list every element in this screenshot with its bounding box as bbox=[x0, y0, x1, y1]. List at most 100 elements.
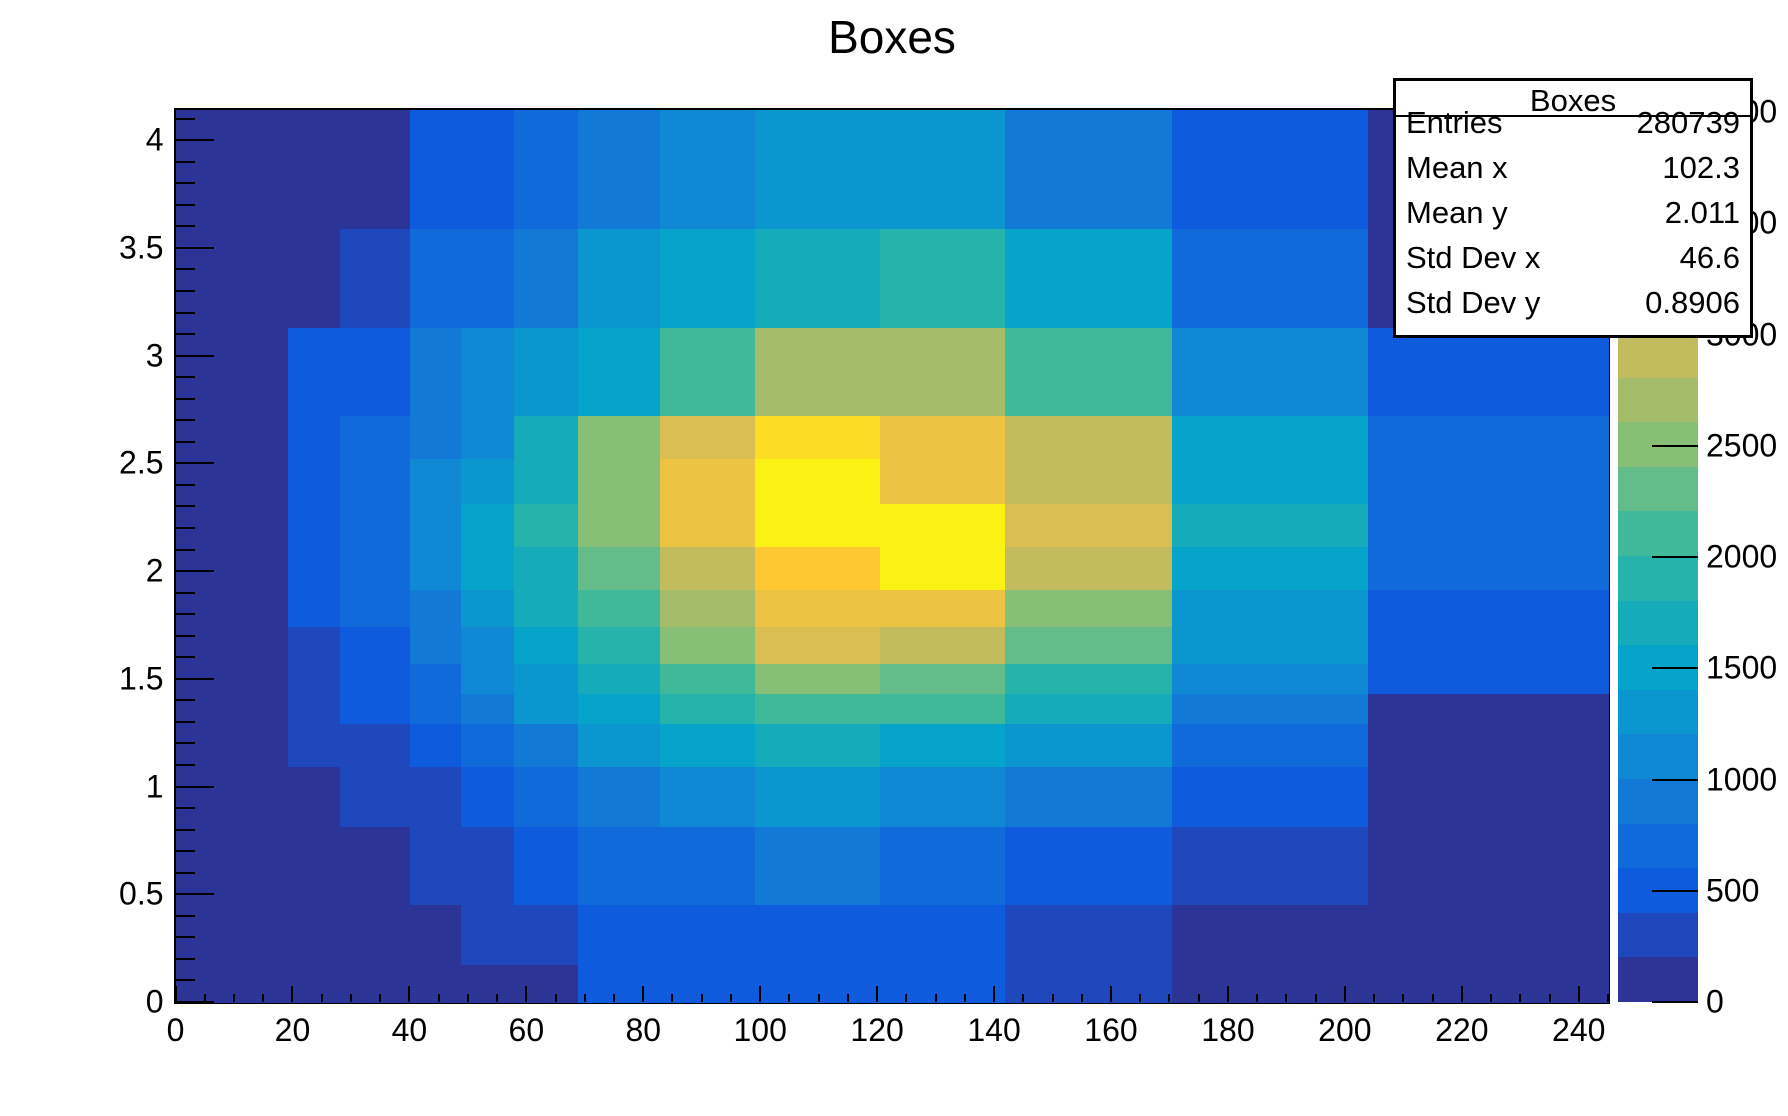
stats-value: 102.3 bbox=[1662, 150, 1740, 185]
heatmap-cell bbox=[1005, 110, 1173, 230]
x-major-tick bbox=[876, 986, 879, 1002]
heatmap-cell bbox=[460, 547, 515, 592]
y-major-tick bbox=[175, 677, 214, 680]
heatmap-cell bbox=[339, 228, 411, 329]
heatmap-cell bbox=[409, 724, 462, 768]
heatmap-cell bbox=[409, 228, 462, 329]
heatmap-cell bbox=[460, 905, 515, 966]
y-minor-tick bbox=[175, 591, 195, 594]
heatmap-cell bbox=[460, 827, 515, 906]
x-tick-label: 180 bbox=[1201, 1012, 1255, 1048]
x-minor-tick bbox=[846, 994, 849, 1002]
heatmap-cell bbox=[287, 590, 341, 628]
heatmap-cell bbox=[754, 110, 881, 230]
heatmap-cell bbox=[754, 693, 881, 725]
heatmap-cell bbox=[339, 627, 411, 665]
heatmap-cell bbox=[577, 504, 661, 548]
heatmap-cell bbox=[287, 693, 341, 725]
heatmap-cell bbox=[660, 627, 756, 665]
heatmap-cell bbox=[175, 110, 289, 230]
heatmap-cell bbox=[754, 459, 881, 505]
heatmap-cell bbox=[460, 965, 515, 1003]
y-tick-label: 0 bbox=[145, 983, 164, 1020]
x-minor-tick bbox=[1168, 994, 1171, 1002]
stats-box-divider bbox=[1396, 115, 1750, 117]
heatmap-cell bbox=[1005, 547, 1173, 592]
y-major-tick bbox=[175, 570, 214, 573]
heatmap-cell bbox=[577, 905, 661, 966]
heatmap-cell bbox=[577, 663, 661, 695]
heatmap-cell bbox=[409, 693, 462, 725]
stats-label: Entries bbox=[1406, 105, 1503, 140]
x-major-tick bbox=[642, 986, 645, 1002]
colorbar-band bbox=[1618, 689, 1698, 735]
heatmap-cell bbox=[1171, 110, 1369, 230]
heatmap-cell bbox=[577, 327, 661, 417]
colorbar-band bbox=[1618, 510, 1698, 556]
x-minor-tick bbox=[1197, 994, 1200, 1002]
heatmap-cell bbox=[514, 547, 579, 592]
y-minor-tick bbox=[175, 225, 195, 228]
stats-value: 46.6 bbox=[1679, 240, 1740, 275]
heatmap-cell bbox=[514, 724, 579, 768]
heatmap-cell bbox=[1171, 724, 1369, 768]
heatmap-cell bbox=[409, 663, 462, 695]
x-minor-tick bbox=[1256, 994, 1259, 1002]
x-minor-tick bbox=[320, 994, 323, 1002]
heatmap-cell bbox=[1005, 504, 1173, 548]
heatmap-cell bbox=[754, 767, 881, 829]
heatmap-cell bbox=[409, 627, 462, 665]
stats-label: Mean x bbox=[1406, 150, 1508, 185]
heatmap-cell bbox=[409, 459, 462, 505]
y-minor-tick bbox=[175, 871, 195, 874]
heatmap-cell bbox=[1171, 504, 1369, 548]
plot-title: Boxes bbox=[828, 11, 956, 63]
x-minor-tick bbox=[1285, 994, 1288, 1002]
y-minor-tick bbox=[175, 505, 195, 508]
heatmap-cell bbox=[287, 965, 341, 1003]
y-minor-tick bbox=[175, 203, 195, 206]
colorbar-band bbox=[1618, 377, 1698, 423]
heatmap-cell bbox=[175, 459, 289, 505]
heatmap-cell bbox=[175, 504, 289, 548]
colorbar-tick-label: 500 bbox=[1706, 872, 1760, 909]
heatmap-cell bbox=[514, 228, 579, 329]
heatmap-cell bbox=[880, 228, 1006, 329]
heatmap-cell bbox=[1005, 415, 1173, 460]
heatmap-cell bbox=[514, 965, 579, 1003]
heatmap-cell bbox=[880, 663, 1006, 695]
heatmap-cell bbox=[409, 965, 462, 1003]
heatmap-cell bbox=[1171, 327, 1369, 417]
colorbar bbox=[1618, 109, 1698, 1002]
x-minor-tick bbox=[203, 994, 206, 1002]
heatmap-cell bbox=[409, 827, 462, 906]
heatmap-cell bbox=[1367, 415, 1609, 460]
x-major-tick bbox=[1110, 986, 1112, 1002]
x-minor-tick bbox=[934, 994, 937, 1002]
colorbar-tick bbox=[1652, 667, 1698, 670]
x-tick-label: 220 bbox=[1435, 1012, 1489, 1048]
heatmap-cell bbox=[460, 590, 515, 628]
heatmap-cell bbox=[175, 627, 289, 665]
heatmap-cell bbox=[175, 693, 289, 725]
heatmap-cell bbox=[175, 415, 289, 460]
heatmap-cell bbox=[287, 663, 341, 695]
y-tick-label: 1 bbox=[145, 768, 164, 805]
heatmap-cell bbox=[339, 327, 411, 417]
x-minor-tick bbox=[1314, 994, 1317, 1002]
y-minor-tick bbox=[175, 699, 195, 702]
y-minor-tick bbox=[175, 289, 195, 292]
y-minor-tick bbox=[175, 656, 195, 659]
heatmap-cell bbox=[660, 693, 756, 725]
heatmap-cell bbox=[409, 504, 462, 548]
y-major-tick bbox=[175, 893, 214, 896]
heatmap-cell bbox=[880, 693, 1006, 725]
heatmap-cell bbox=[460, 228, 515, 329]
heatmap-cell bbox=[1171, 590, 1369, 628]
x-minor-tick bbox=[1080, 994, 1083, 1002]
x-minor-tick bbox=[1431, 994, 1434, 1002]
heatmap-cell bbox=[460, 724, 515, 768]
heatmap-cell bbox=[880, 724, 1006, 768]
stats-value: 2.011 bbox=[1664, 195, 1740, 230]
heatmap-cell bbox=[175, 327, 289, 417]
